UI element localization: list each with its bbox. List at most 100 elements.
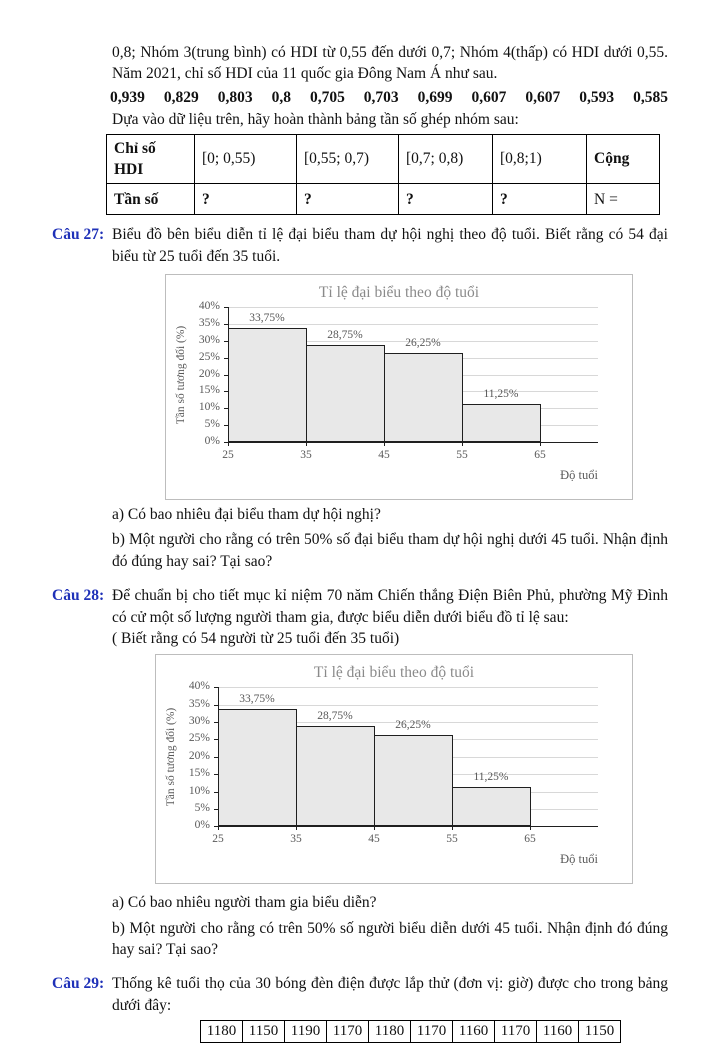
histogram-bar [452,787,531,827]
hdi-value: 0,593 [579,88,615,106]
x-tick-mark [306,442,307,446]
bar-value-label: 26,25% [405,337,441,350]
gridline [218,687,598,689]
y-tick-mark [224,340,228,342]
histogram-bar [374,735,453,827]
y-tick-label: 20% [198,367,220,380]
bar-value-label: 33,75% [239,692,275,705]
interval-cell: [0; 0,55) [194,133,297,185]
x-tick-mark [452,826,453,831]
question-27b: b) Một người cho rằng có trên 50% số đại… [112,531,668,570]
intro-paragraph: 0,8; Nhóm 3(trung bình) có HDI từ 0,55 đ… [112,44,668,83]
gridline [228,442,598,443]
gridline [218,826,598,828]
histogram-bar [384,353,463,442]
y-tick-mark [214,791,218,793]
hdi-frequency-table: Chỉ số HDI [0; 0,55) [0,55; 0,7) [0,7; 0… [106,133,660,216]
question-28-text: Để chuẩn bị cho tiết mục kỉ niệm 70 năm … [112,587,668,626]
x-tick-label: 45 [378,449,390,461]
y-tick-mark [214,756,218,758]
x-tick-label: 65 [534,449,546,461]
question-29-text: Thống kê tuổi thọ của 30 bóng đèn điện đ… [112,975,668,1014]
histogram-bar [306,344,385,442]
y-tick-label: 35% [188,697,210,710]
x-tick-mark [228,442,229,446]
y-tick-mark [224,425,228,427]
y-tick-mark [214,722,218,723]
y-tick-mark [214,774,218,776]
header-cell: Cộng [586,133,660,185]
gridline [228,323,598,325]
bar-value-label: 26,25% [395,719,431,732]
y-tick-mark [224,357,228,359]
x-tick-mark [462,442,463,446]
y-tick-label: 20% [188,749,210,762]
histogram-bar [462,404,541,442]
y-tick-label: 5% [204,418,220,431]
y-tick-mark [224,442,228,443]
y-tick-mark [224,391,228,393]
frequency-cell: ? [194,183,297,216]
y-tick-label: 30% [188,715,210,727]
question-27-label: Câu 27: [52,226,105,244]
x-tick-label: 45 [368,833,380,846]
y-tick-label: 25% [198,350,220,363]
y-tick-mark [224,408,228,410]
y-tick-mark [214,687,218,689]
x-tick-label: 35 [300,449,312,461]
hdi-value: 0,8 [271,88,291,106]
y-tick-label: 15% [198,384,220,397]
x-axis-title: Độ tuổi [560,852,598,867]
y-tick-mark [214,704,218,706]
question-28-label: Câu 28: [52,587,105,605]
gridline [228,340,598,342]
hdi-value: 0,939 [110,88,145,106]
y-tick-mark [214,826,218,828]
y-tick-mark [214,808,218,810]
y-tick-label: 0% [194,819,210,832]
hdi-value: 0,585 [633,88,668,106]
question-28: Câu 28: Để chuẩn bị cho tiết mục kỉ niệm… [52,585,668,960]
question-28-note: ( Biết rằng có 54 người từ 25 tuổi đến 3… [112,629,400,647]
x-tick-mark [530,826,531,831]
frequency-cell: ? [492,183,587,216]
y-tick-mark [224,323,228,325]
age-histogram-chart-2: Tỉ lệ đại biểu theo độ tuổi 40% 35% 30% 25% 2… [155,654,633,885]
y-axis-title: Tần số tương đối (%) [165,707,178,807]
question-27: Câu 27: Biểu đồ bên biểu diễn tỉ lệ đại … [52,224,668,572]
hdi-values-row: 0,939 0,829 0,803 0,8 0,705 0,703 0,699 … [110,87,668,108]
y-tick-label: 15% [188,767,210,780]
y-tick-label: 0% [204,435,220,447]
table-row: Tần số ? ? ? ? N = [106,183,660,216]
interval-cell: [0,8;1) [492,133,587,185]
x-tick-label: 55 [446,833,458,846]
y-tick-label: 10% [188,784,210,797]
histogram-bar [228,328,307,442]
y-tick-mark [224,307,228,308]
hdi-value: 0,803 [217,88,253,106]
question-27-text: Biểu đồ bên biểu diễn tỉ lệ đại biểu tha… [112,226,668,265]
table-row: Chỉ số HDI [0; 0,55) [0,55; 0,7) [0,7; 0… [106,133,660,185]
frequency-cell: ? [296,183,399,216]
x-axis-title: Độ tuổi [560,468,598,482]
x-tick-label: 55 [456,449,468,461]
x-tick-label: 65 [524,833,536,846]
hdi-value: 0,705 [309,88,345,106]
histogram-bar [218,708,297,827]
histogram-bar [296,726,375,827]
hdi-value: 0,703 [363,88,399,106]
y-tick-label: 10% [198,401,220,414]
hdi-value: 0,607 [471,88,507,106]
question-28a: a) Có bao nhiêu người tham gia biểu diễn… [112,894,377,912]
bar-value-label: 11,25% [473,771,509,784]
hdi-value: 0,829 [163,88,199,106]
interval-cell: [0,55; 0,7) [296,133,399,185]
x-tick-label: 25 [222,449,234,461]
table-prompt: Dựa vào dữ liệu trên, hãy hoàn thành bản… [112,111,519,129]
bar-value-label: 28,75% [327,328,363,341]
row-label-cell: Tần số [106,183,195,216]
y-tick-label: 40% [188,680,210,693]
question-27a: a) Có bao nhiêu đại biểu tham dự hội ngh… [112,506,381,523]
gridline [228,307,598,308]
x-tick-label: 35 [290,833,302,846]
